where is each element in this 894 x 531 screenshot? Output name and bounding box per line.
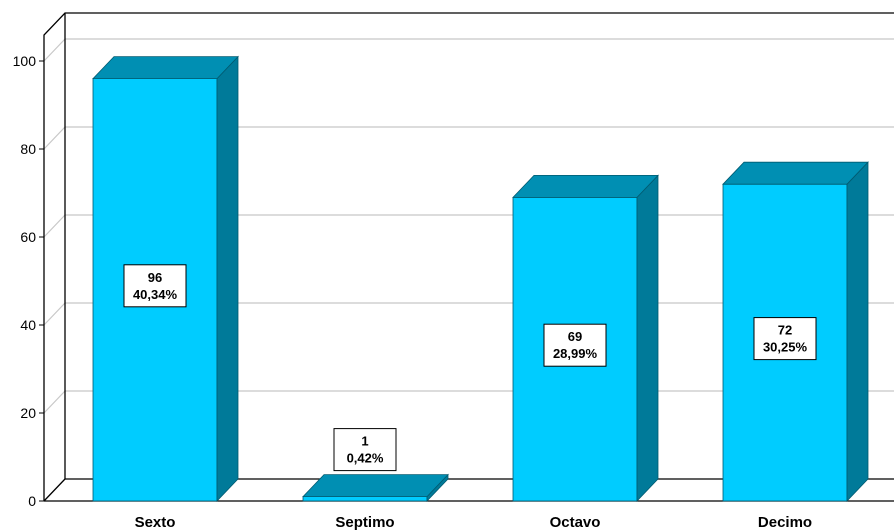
- data-label-box-octavo: [543, 323, 607, 367]
- category-label-decimo: Decimo: [758, 514, 812, 531]
- y-tick-label-40: 40: [20, 317, 36, 333]
- y-tick-label-20: 20: [20, 405, 36, 421]
- data-label-box-decimo: [753, 317, 817, 361]
- bar-sexto: [92, 55, 239, 502]
- gridline-wall-100: [43, 38, 66, 62]
- y-tick-label-100: 100: [13, 53, 37, 69]
- data-label-percent-sexto: 40,34%: [133, 287, 178, 302]
- category-label-octavo: Octavo: [550, 514, 601, 531]
- gridline-wall-20: [43, 390, 66, 414]
- data-label-percent-octavo: 28,99%: [553, 346, 598, 361]
- gridline-wall-80: [43, 126, 66, 150]
- y-axis-ticks: 0 20 40 60 80 100: [13, 53, 44, 509]
- data-labels: 96 40,34% 1 0,42% 69 28,99% 72 30,25%: [123, 264, 817, 472]
- bar-side-octavo: [636, 174, 659, 502]
- data-label-sexto: 96 40,34%: [123, 264, 187, 308]
- data-label-decimo: 72 30,25%: [753, 317, 817, 361]
- bar-top-octavo: [512, 174, 659, 198]
- category-label-sexto: Sexto: [135, 514, 176, 531]
- y-tick-label-60: 60: [20, 229, 36, 245]
- bars: [92, 55, 869, 502]
- bar-octavo: [512, 174, 659, 502]
- data-label-octavo: 69 28,99%: [543, 323, 607, 367]
- data-label-percent-decimo: 30,25%: [763, 340, 808, 355]
- category-label-septimo: Septimo: [335, 514, 394, 531]
- y-tick-label-0: 0: [28, 493, 36, 509]
- bar-top-septimo: [302, 474, 449, 498]
- data-label-percent-septimo: 0,42%: [347, 451, 384, 466]
- data-label-count-septimo: 1: [361, 434, 368, 449]
- data-label-count-sexto: 96: [148, 270, 162, 285]
- data-label-count-octavo: 69: [568, 329, 582, 344]
- bar-front-septimo: [302, 496, 428, 502]
- bar-top-sexto: [92, 56, 239, 79]
- x-axis-categories: Sexto Septimo Octavo Decimo: [135, 514, 813, 531]
- y-tick-label-80: 80: [20, 141, 36, 157]
- frame-top-left: [43, 12, 894, 501]
- bar-decimo: [722, 161, 869, 502]
- frame-floor-diagonal: [43, 478, 66, 502]
- bar-side-sexto: [216, 55, 239, 502]
- data-label-count-decimo: 72: [778, 323, 792, 338]
- bar-side-decimo: [846, 161, 869, 502]
- bar-septimo: [302, 473, 449, 502]
- bar-top-decimo: [722, 161, 869, 185]
- gridline-wall-40: [43, 302, 66, 326]
- data-label-septimo: 1 0,42%: [333, 428, 397, 472]
- data-label-box-sexto: [123, 264, 187, 308]
- data-label-box-septimo: [333, 428, 397, 472]
- gridline-wall-60: [43, 214, 66, 238]
